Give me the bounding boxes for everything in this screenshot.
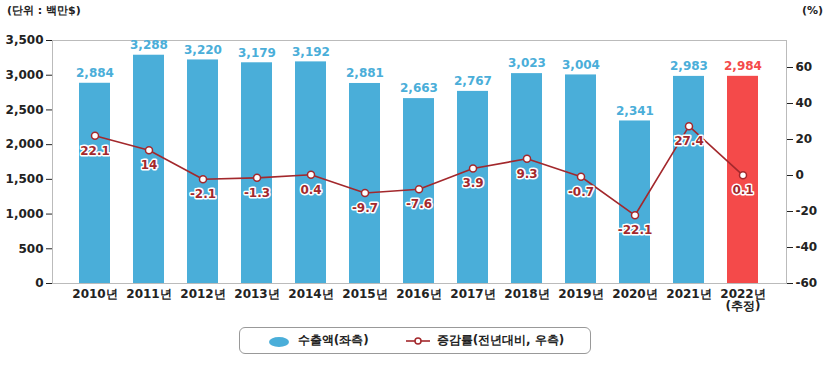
svg-text:2,663: 2,663: [400, 81, 438, 95]
svg-text:2,341: 2,341: [616, 104, 654, 118]
svg-text:3,000: 3,000: [6, 68, 44, 82]
svg-text:0: 0: [796, 168, 804, 182]
svg-text:-40: -40: [796, 240, 818, 254]
svg-text:-1.3: -1.3: [244, 186, 270, 200]
svg-text:0: 0: [35, 276, 43, 290]
svg-text:9.3: 9.3: [516, 167, 537, 181]
svg-text:-9.7: -9.7: [352, 201, 378, 215]
svg-text:2013년: 2013년: [234, 287, 279, 301]
html-text:(단위 : 백만$): (단위 : 백만$): [7, 4, 81, 17]
svg-text:3,288: 3,288: [130, 38, 168, 52]
svg-text:60: 60: [796, 60, 813, 74]
svg-text:2012년: 2012년: [180, 287, 225, 301]
svg-text:3,023: 3,023: [508, 56, 546, 70]
svg-text:2022년(추정): 2022년(추정): [720, 287, 765, 313]
svg-text:1,500: 1,500: [6, 172, 44, 186]
svg-text:-22.1: -22.1: [618, 223, 653, 237]
svg-text:-0.7: -0.7: [568, 185, 594, 199]
svg-text:2015년: 2015년: [342, 287, 387, 301]
svg-text:2018년: 2018년: [504, 287, 549, 301]
svg-text:2021년: 2021년: [666, 287, 711, 301]
svg-text:3,500: 3,500: [6, 33, 44, 47]
svg-text:22.1: 22.1: [80, 144, 110, 158]
svg-text:3,192: 3,192: [292, 45, 330, 59]
svg-text:2,767: 2,767: [454, 74, 492, 88]
svg-text:20: 20: [796, 132, 813, 146]
svg-text:14: 14: [141, 158, 158, 172]
svg-text:2,984: 2,984: [724, 59, 762, 73]
svg-text:2,000: 2,000: [6, 137, 44, 151]
svg-text:2019년: 2019년: [558, 287, 603, 301]
svg-text:2017년: 2017년: [450, 287, 495, 301]
svg-text:0.4: 0.4: [300, 183, 321, 197]
svg-text:2,500: 2,500: [6, 103, 44, 117]
svg-text:-20: -20: [796, 204, 818, 218]
svg-text:-7.6: -7.6: [406, 197, 432, 211]
svg-text:2010년: 2010년: [72, 287, 117, 301]
svg-text:2011년: 2011년: [126, 287, 171, 301]
html-text:수출액(좌측): 수출액(좌측): [297, 333, 369, 347]
svg-text:3,179: 3,179: [238, 46, 276, 60]
svg-text:2,884: 2,884: [76, 66, 114, 80]
svg-text:2020년: 2020년: [612, 287, 657, 301]
html-text:증감률(전년대비, 우측): 증감률(전년대비, 우측): [436, 333, 565, 347]
svg-text:-60: -60: [796, 276, 818, 290]
svg-text:2014년: 2014년: [288, 287, 333, 301]
svg-text:0.1: 0.1: [732, 183, 753, 197]
svg-text:40: 40: [796, 96, 813, 110]
svg-text:2,983: 2,983: [670, 59, 708, 73]
svg-text:-2.1: -2.1: [190, 187, 216, 201]
svg-text:3,004: 3,004: [562, 58, 600, 72]
svg-text:1,000: 1,000: [6, 207, 44, 221]
svg-text:500: 500: [18, 242, 43, 256]
svg-text:3,220: 3,220: [184, 43, 222, 57]
svg-text:2016년: 2016년: [396, 287, 441, 301]
svg-text:3.9: 3.9: [462, 176, 483, 190]
svg-text:27.4: 27.4: [674, 134, 704, 148]
svg-text:2,881: 2,881: [346, 66, 384, 80]
